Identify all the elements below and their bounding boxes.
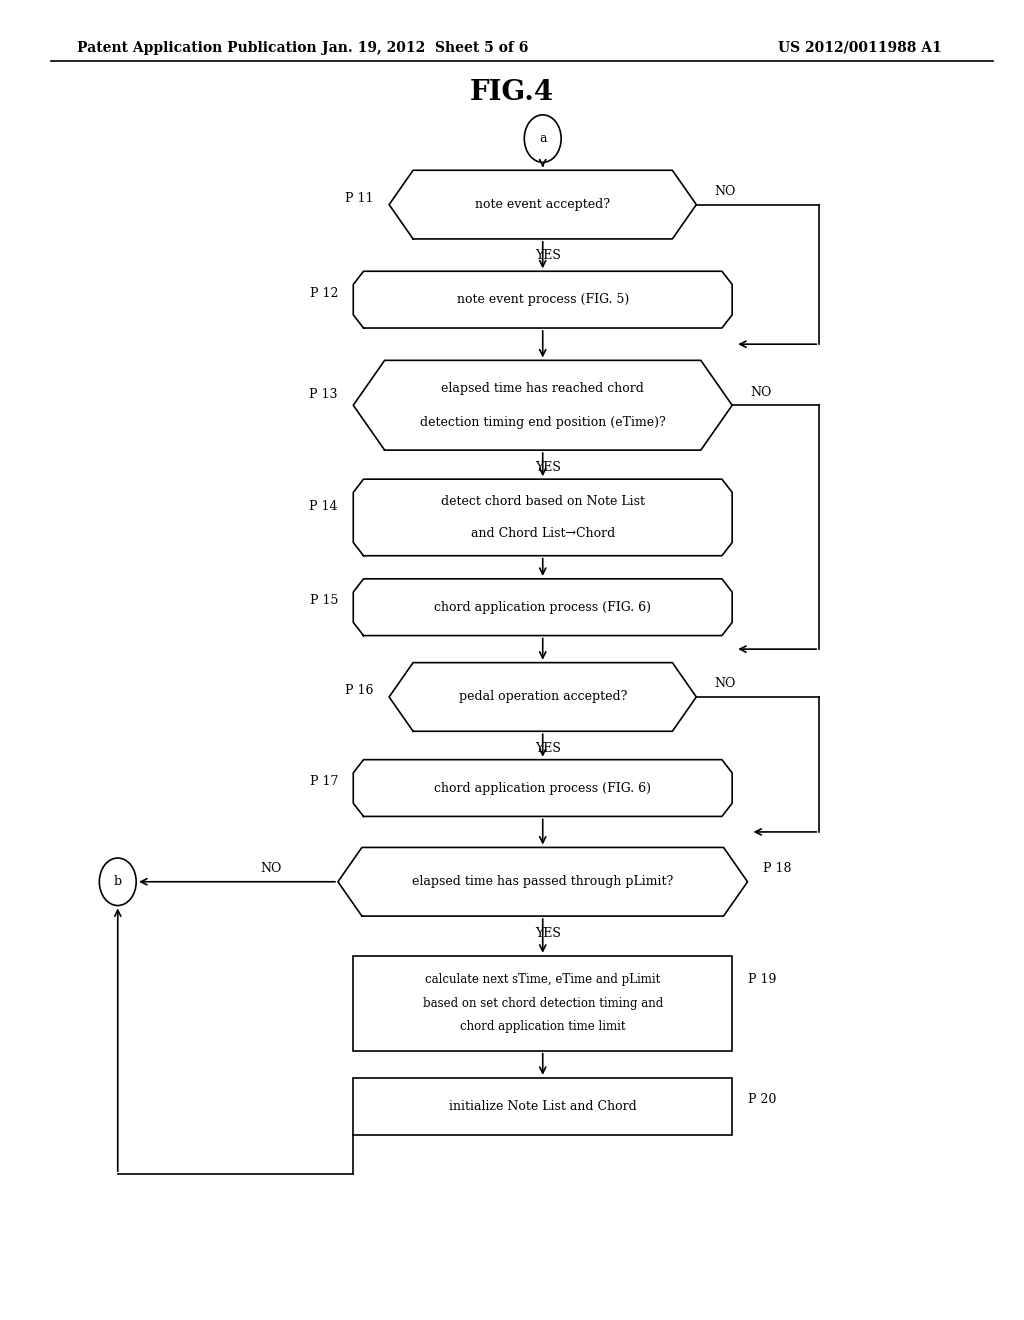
Text: NO: NO xyxy=(751,385,772,399)
Text: based on set chord detection timing and: based on set chord detection timing and xyxy=(423,997,663,1010)
Text: P 11: P 11 xyxy=(345,191,374,205)
Bar xyxy=(353,1077,732,1134)
Text: P 14: P 14 xyxy=(309,500,338,513)
Text: YES: YES xyxy=(535,249,561,263)
Text: P 16: P 16 xyxy=(345,684,374,697)
Text: note event accepted?: note event accepted? xyxy=(475,198,610,211)
Text: chord application process (FIG. 6): chord application process (FIG. 6) xyxy=(434,601,651,614)
Text: YES: YES xyxy=(535,461,561,474)
Text: NO: NO xyxy=(260,862,282,875)
Text: calculate next sTime, eTime and pLimit: calculate next sTime, eTime and pLimit xyxy=(425,973,660,986)
Text: Patent Application Publication: Patent Application Publication xyxy=(77,41,316,54)
Text: a: a xyxy=(539,132,547,145)
Text: P 20: P 20 xyxy=(748,1093,776,1106)
Text: pedal operation accepted?: pedal operation accepted? xyxy=(459,690,627,704)
Text: P 17: P 17 xyxy=(309,775,338,788)
Text: YES: YES xyxy=(535,927,561,940)
Bar xyxy=(353,956,732,1051)
Text: P 15: P 15 xyxy=(309,594,338,607)
Text: US 2012/0011988 A1: US 2012/0011988 A1 xyxy=(778,41,942,54)
Text: initialize Note List and Chord: initialize Note List and Chord xyxy=(449,1100,637,1113)
Text: P 19: P 19 xyxy=(748,973,776,986)
Text: detect chord based on Note List: detect chord based on Note List xyxy=(440,495,645,508)
Text: and Chord List→Chord: and Chord List→Chord xyxy=(471,527,614,540)
Text: YES: YES xyxy=(535,742,561,755)
Text: FIG.4: FIG.4 xyxy=(470,79,554,106)
Text: note event process (FIG. 5): note event process (FIG. 5) xyxy=(457,293,629,306)
Text: Jan. 19, 2012  Sheet 5 of 6: Jan. 19, 2012 Sheet 5 of 6 xyxy=(322,41,528,54)
Text: chord application time limit: chord application time limit xyxy=(460,1020,626,1034)
Text: P 18: P 18 xyxy=(763,862,792,875)
Text: chord application process (FIG. 6): chord application process (FIG. 6) xyxy=(434,781,651,795)
Text: detection timing end position (eTime)?: detection timing end position (eTime)? xyxy=(420,416,666,429)
Text: elapsed time has reached chord: elapsed time has reached chord xyxy=(441,381,644,395)
Text: NO: NO xyxy=(715,677,736,690)
Text: elapsed time has passed through pLimit?: elapsed time has passed through pLimit? xyxy=(412,875,674,888)
Text: P 13: P 13 xyxy=(309,388,338,401)
Text: NO: NO xyxy=(715,185,736,198)
Text: b: b xyxy=(114,875,122,888)
Text: P 12: P 12 xyxy=(309,286,338,300)
